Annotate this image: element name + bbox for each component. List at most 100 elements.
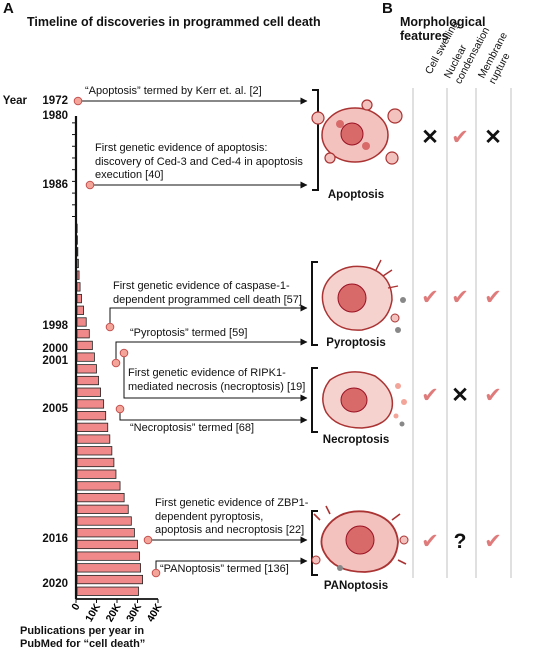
bracket-necroptosis <box>311 367 318 433</box>
year-label-2005: 2005 <box>42 403 68 415</box>
annotation-ced3-ced4: First genetic evidence of apoptosis: dis… <box>95 142 303 181</box>
panel-a-label: A <box>3 0 14 17</box>
x-tick-label: 40K <box>145 601 165 624</box>
annotation-pyroptosis-termed: “Pyroptosis” termed [59] <box>130 327 248 339</box>
bar-2009 <box>76 457 115 468</box>
question-icon: ? <box>453 530 467 553</box>
panoptosis-cell-image <box>311 505 409 573</box>
dot-2020 <box>151 568 161 578</box>
feature-column-lines <box>412 88 512 578</box>
dot-2005 <box>115 404 125 414</box>
arrow-ripk1 <box>123 353 308 402</box>
bar-2004 <box>76 399 105 409</box>
annotation-zbp1: First genetic evidence of ZBP1-dependent… <box>155 497 309 536</box>
bar-2005 <box>76 411 107 421</box>
dot-1972 <box>73 96 83 106</box>
dot-1986 <box>85 180 95 190</box>
year-word: Year <box>2 95 27 107</box>
x-tick-label: 0 <box>69 601 82 612</box>
bar-2013 <box>76 504 129 514</box>
cross-icon: ✕ <box>421 126 439 149</box>
check-icon: ✔ <box>484 286 502 309</box>
check-icon: ✔ <box>451 126 469 149</box>
cell-name-necroptosis: Necroptosis <box>322 434 390 446</box>
bar-2000 <box>76 352 95 362</box>
bracket-panoptosis <box>311 510 318 576</box>
check-icon: ✔ <box>484 530 502 553</box>
dot-2001 <box>111 358 121 368</box>
check-icon: ✔ <box>421 530 439 553</box>
bar-1999 <box>76 340 93 351</box>
event-dots <box>73 96 161 578</box>
bar-1992 <box>76 258 79 269</box>
bar-2012 <box>76 492 125 503</box>
bar-2003 <box>76 387 101 397</box>
bar-1998 <box>76 329 90 339</box>
x-axis-title-line-2: PubMed for “cell death” <box>20 638 146 650</box>
x-tick-label: 30K <box>124 601 144 624</box>
year-label-1998: 1998 <box>42 320 68 332</box>
x-axis-title-line-1: Publications per year in <box>20 625 145 637</box>
bar-2001 <box>76 364 97 374</box>
publication-bars <box>72 122 143 596</box>
arrow-necroptosis-termed <box>119 409 308 424</box>
check-icon: ✔ <box>421 286 439 309</box>
year-label-1986: 1986 <box>42 179 68 191</box>
x-axis-title: Publications per year in PubMed for “cel… <box>20 625 210 651</box>
bar-1997 <box>76 317 87 327</box>
cell-brackets <box>311 89 319 576</box>
panel-b-label: B <box>382 0 393 17</box>
bar-2016 <box>76 539 138 550</box>
panel-a-title: Timeline of discoveries in programmed ce… <box>27 15 321 29</box>
bar-2007 <box>76 434 111 444</box>
bar-2002 <box>76 375 99 386</box>
bracket-pyroptosis <box>311 261 318 346</box>
bar-2008 <box>76 446 113 456</box>
annotation-ripk1: First genetic evidence of RIPK1-mediated… <box>128 367 306 393</box>
bar-2018 <box>76 563 141 573</box>
cell-name-panoptosis: PANoptosis <box>323 580 389 592</box>
bar-1995 <box>76 293 82 304</box>
necroptosis-cell-image <box>322 371 407 429</box>
check-icon: ✔ <box>451 286 469 309</box>
bar-1994 <box>76 282 81 292</box>
pyroptosis-cell-image <box>321 259 406 333</box>
year-label-1980: 1980 <box>42 110 68 122</box>
year-label-1972: 1972 <box>42 95 68 107</box>
count-axis-ticks: 0 10K 20K 30K 40K <box>69 599 165 624</box>
bar-2017 <box>76 551 140 561</box>
annotation-caspase1: First genetic evidence of caspase-1-depe… <box>113 280 302 306</box>
bar-2011 <box>76 481 121 491</box>
event-arrows <box>78 97 308 573</box>
bar-1993 <box>76 270 80 280</box>
bar-1991 <box>76 247 79 257</box>
bar-2006 <box>76 422 109 432</box>
bar-1996 <box>76 305 84 315</box>
year-label-2020: 2020 <box>42 578 68 590</box>
year-label-2016: 2016 <box>42 533 68 545</box>
x-tick-label: 20K <box>104 601 124 624</box>
arrow-pyroptosis-termed <box>115 338 308 363</box>
annotation-apoptosis-termed: “Apoptosis” termed by Kerr et. al. [2] <box>85 85 262 97</box>
dot-2016 <box>143 535 153 545</box>
bar-2020 <box>76 586 139 596</box>
cross-icon: ✕ <box>451 384 469 407</box>
cross-icon: ✕ <box>484 126 502 149</box>
check-icon: ✔ <box>421 384 439 407</box>
annotation-necroptosis-termed: “Necroptosis” termed [68] <box>130 422 255 434</box>
bar-2010 <box>76 469 117 479</box>
bar-2014 <box>76 516 132 526</box>
dot-1998 <box>105 322 115 332</box>
x-tick-label: 10K <box>83 601 103 624</box>
check-icon: ✔ <box>484 384 502 407</box>
annotation-panoptosis-termed: “PANoptosis” termed [136] <box>160 563 289 575</box>
apoptosis-cell-image <box>311 99 403 165</box>
bar-2015 <box>76 528 135 538</box>
bracket-apoptosis <box>312 89 319 191</box>
year-label-2000: 2000 <box>42 343 68 355</box>
cell-name-pyroptosis: Pyroptosis <box>326 337 386 349</box>
arrow-caspase1 <box>109 304 308 327</box>
cell-name-apoptosis: Apoptosis <box>327 189 385 201</box>
year-label-2001: 2001 <box>42 355 68 367</box>
